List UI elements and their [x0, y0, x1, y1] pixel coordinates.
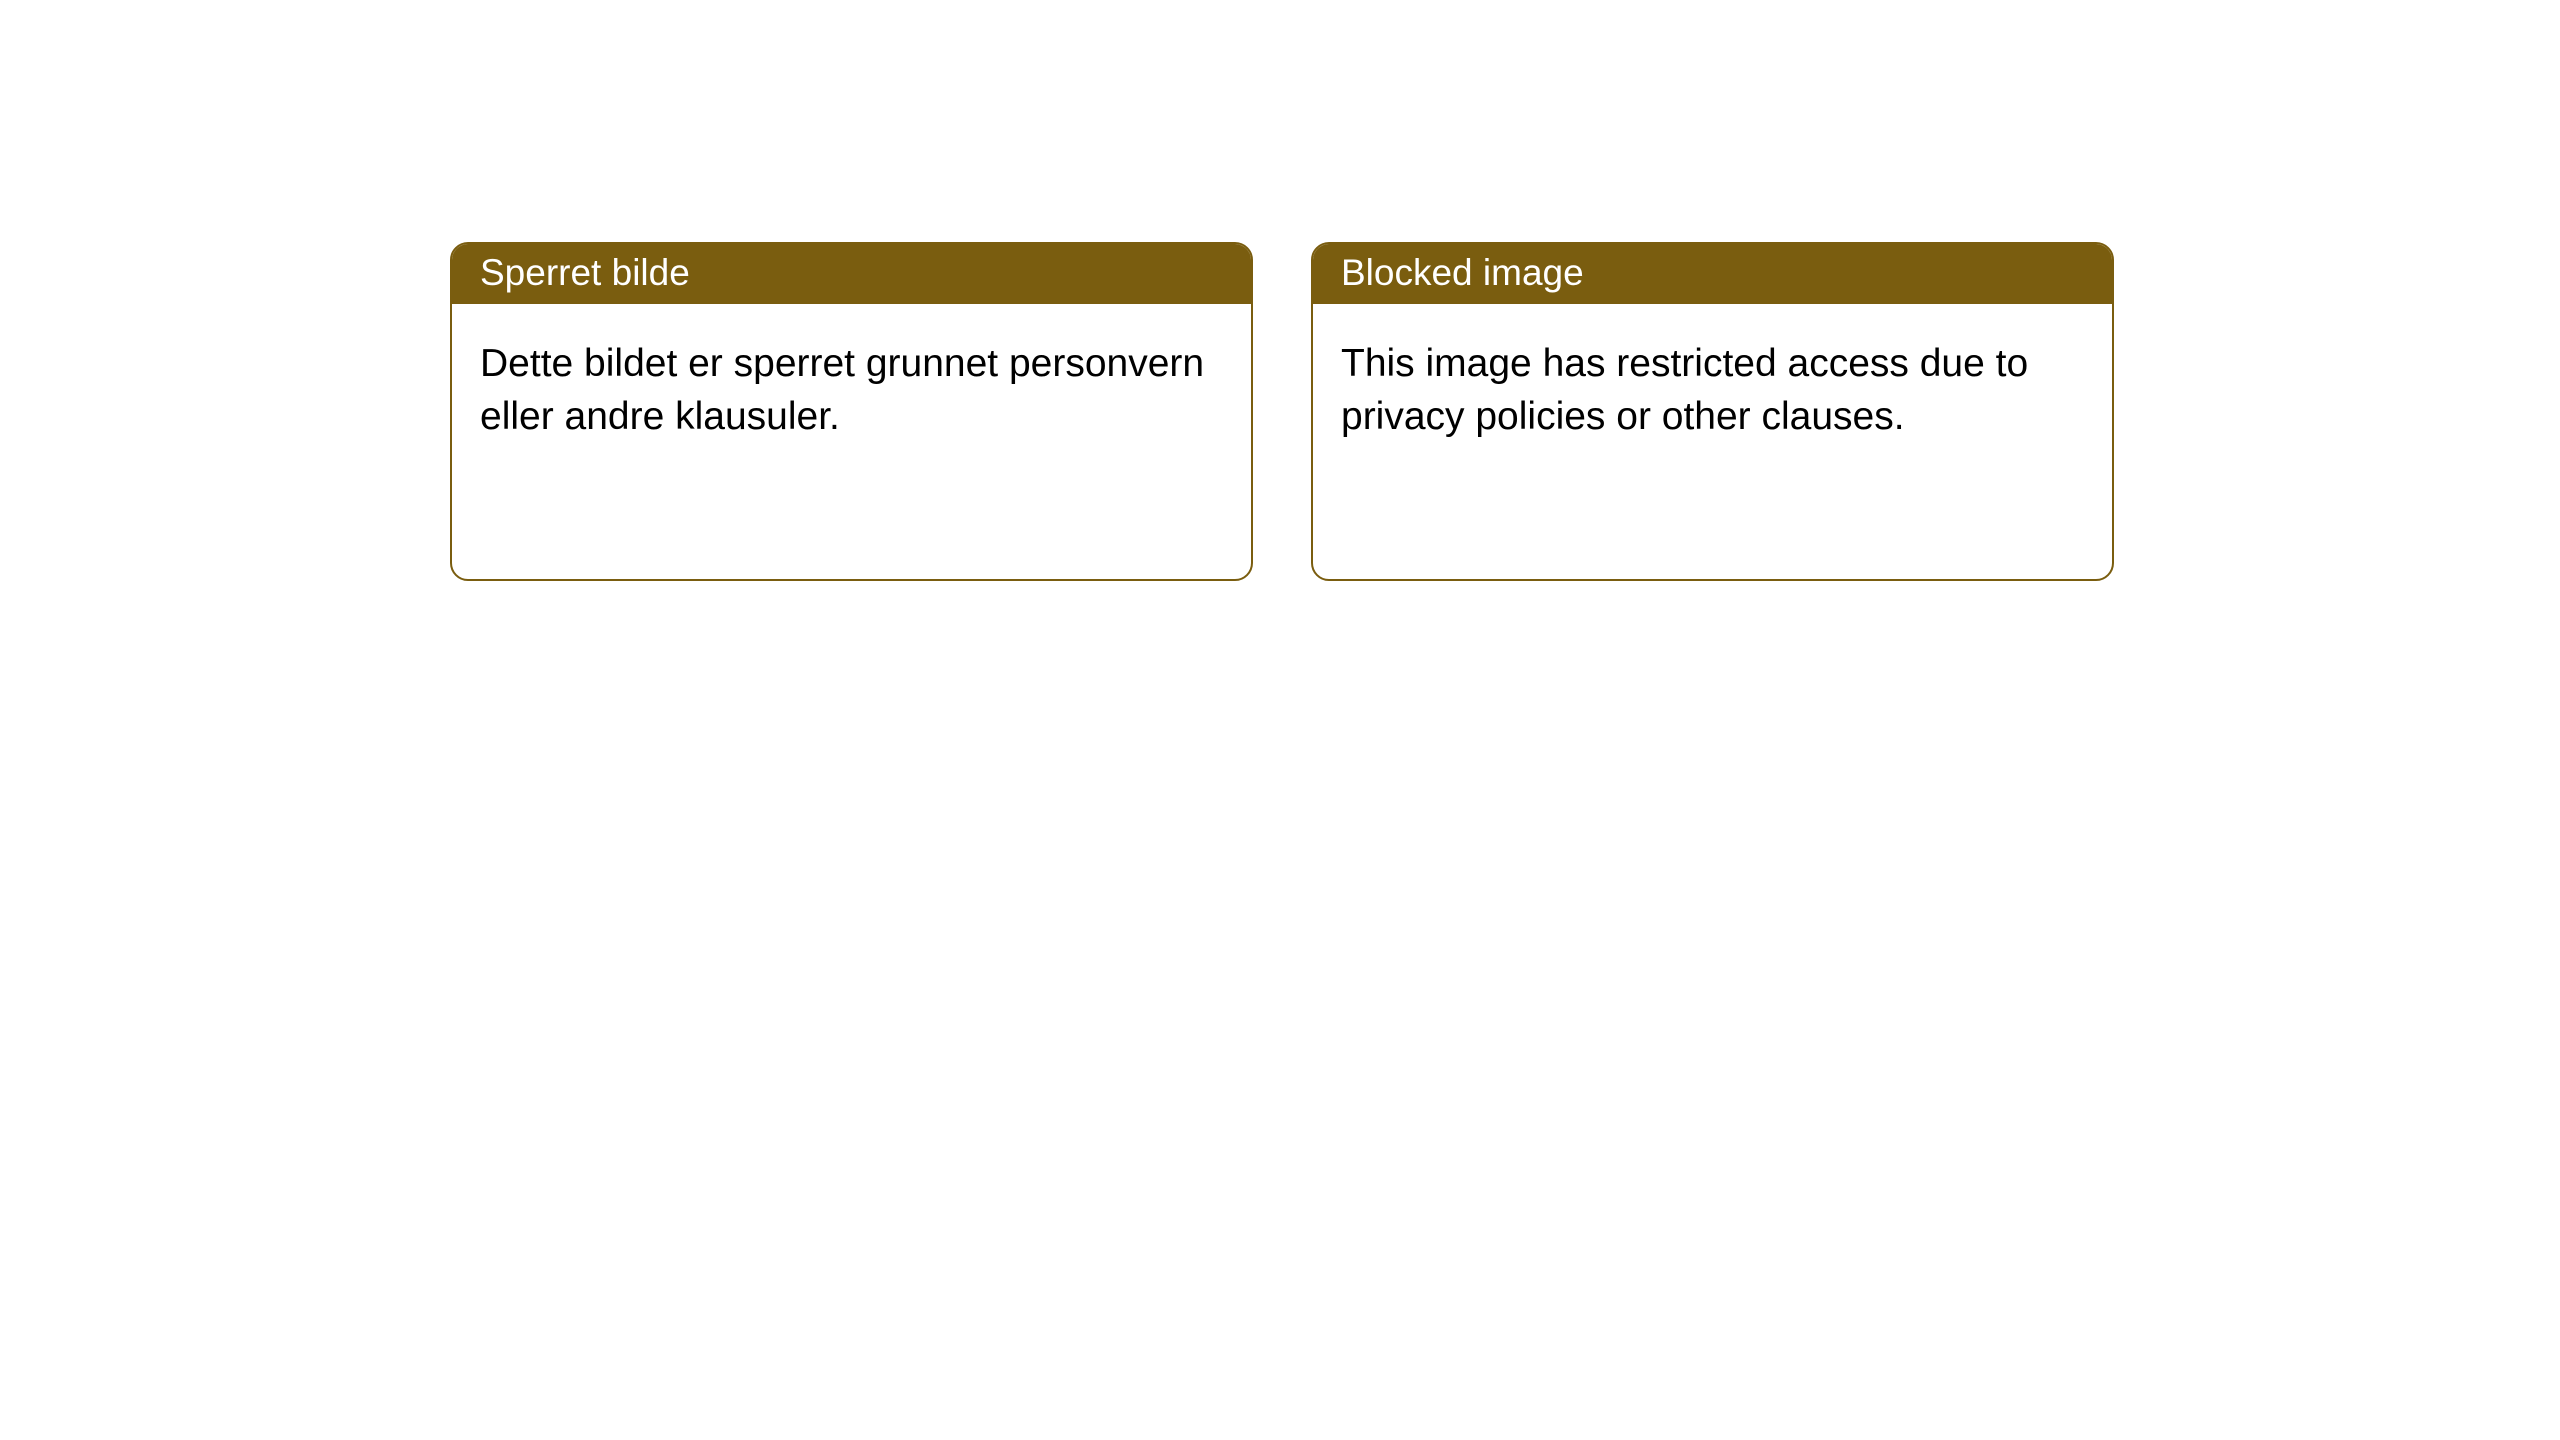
card-body-text: This image has restricted access due to … — [1313, 304, 2112, 579]
notice-card-norwegian: Sperret bilde Dette bildet er sperret gr… — [450, 242, 1253, 581]
card-title: Blocked image — [1313, 244, 2112, 304]
notice-container: Sperret bilde Dette bildet er sperret gr… — [0, 0, 2560, 581]
notice-card-english: Blocked image This image has restricted … — [1311, 242, 2114, 581]
card-title: Sperret bilde — [452, 244, 1251, 304]
card-body-text: Dette bildet er sperret grunnet personve… — [452, 304, 1251, 579]
